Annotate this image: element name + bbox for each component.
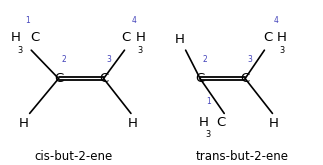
- Text: $_3$: $_3$: [17, 43, 24, 56]
- Text: C: C: [195, 72, 205, 85]
- Text: H: H: [277, 32, 287, 45]
- Text: C: C: [216, 116, 226, 129]
- Text: 2: 2: [203, 55, 207, 64]
- Text: C: C: [121, 32, 131, 45]
- Text: H: H: [136, 32, 146, 45]
- Text: H: H: [269, 117, 279, 131]
- Text: trans-but-2-ene: trans-but-2-ene: [195, 150, 288, 163]
- Text: 3: 3: [106, 55, 111, 64]
- Text: H: H: [18, 117, 28, 131]
- Text: 4: 4: [132, 16, 137, 25]
- Text: 4: 4: [273, 16, 278, 25]
- Text: H: H: [128, 117, 138, 131]
- Text: H: H: [11, 32, 21, 45]
- Text: H: H: [174, 33, 184, 46]
- Text: H: H: [198, 116, 208, 129]
- Text: 1: 1: [206, 97, 211, 106]
- Text: C: C: [54, 72, 63, 85]
- Text: 2: 2: [61, 55, 66, 64]
- Text: C: C: [30, 32, 39, 45]
- Text: $_3$: $_3$: [205, 127, 212, 140]
- Text: $_3$: $_3$: [137, 43, 144, 56]
- Text: $_3$: $_3$: [279, 43, 286, 56]
- Text: cis-but-2-ene: cis-but-2-ene: [34, 150, 112, 163]
- Text: 1: 1: [26, 16, 30, 25]
- Text: 3: 3: [247, 55, 252, 64]
- Text: C: C: [241, 72, 250, 85]
- Text: C: C: [99, 72, 108, 85]
- Text: C: C: [263, 32, 272, 45]
